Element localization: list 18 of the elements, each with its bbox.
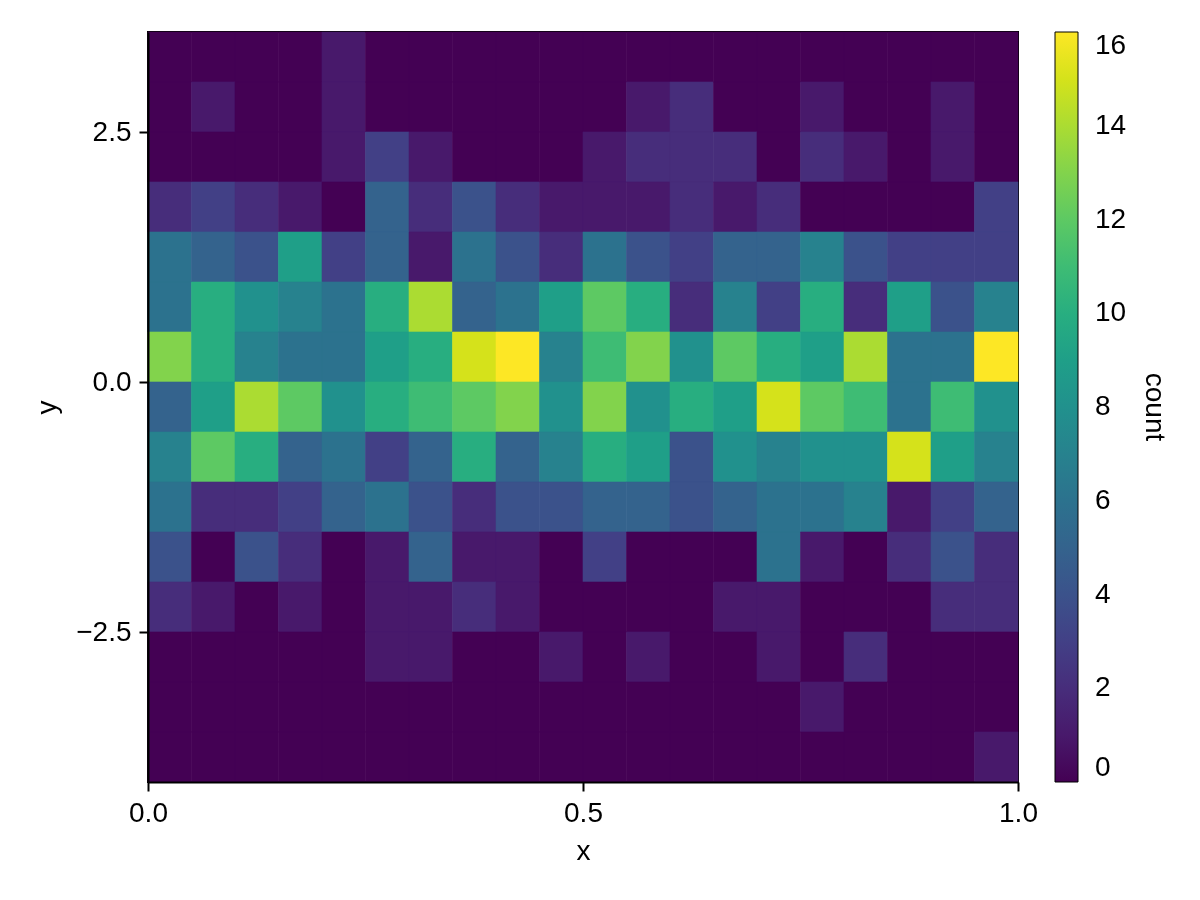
y-tick-label: −2.5 [76,615,132,647]
color-bar-label: 10 [1095,296,1127,328]
color-bar-label: 6 [1095,483,1111,515]
color-bar-label: 0 [1095,751,1111,782]
y-tick-label: 2.5 [92,115,132,147]
color-bar-title: count [1140,372,1171,442]
color-bar-label: 12 [1095,202,1127,234]
color-bar-label: 2 [1095,671,1111,703]
x-tick-label: 0.0 [129,796,168,828]
y-axis-title: y [31,400,63,415]
color-bar-label: 14 [1095,108,1127,140]
x-tick-label: 0.5 [564,796,603,828]
color-bar-label: 8 [1095,390,1111,421]
x-tick-label: 1.0 [999,796,1038,828]
y-tick-label: 0.0 [92,365,132,397]
color-bar-label: 16 [1095,29,1127,60]
color-bar-label: 4 [1095,577,1111,609]
x-axis-title: x [576,834,591,866]
